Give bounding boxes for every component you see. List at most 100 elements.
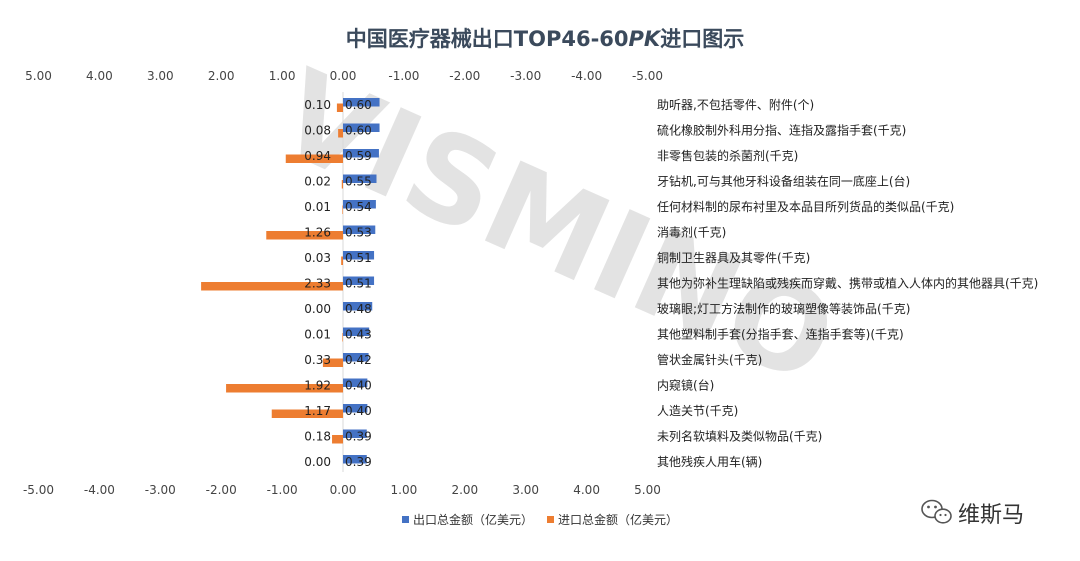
- bottom-tick-label: -4.00: [84, 483, 115, 497]
- export-bar: [343, 378, 368, 387]
- export-value-label: 0.53: [345, 226, 372, 240]
- export-value-label: 0.54: [345, 200, 372, 214]
- bottom-tick-label: 2.00: [451, 483, 478, 497]
- import-bar: [342, 333, 343, 342]
- bottom-tick-label: 0.00: [330, 483, 357, 497]
- import-bar: [266, 231, 343, 240]
- import-bar: [201, 282, 343, 291]
- export-bar: [343, 302, 373, 311]
- import-value-label: 0.18: [304, 430, 331, 444]
- top-tick-label: -2.00: [449, 69, 480, 83]
- top-tick-label: 2.00: [208, 69, 235, 83]
- legend-swatch-import: [547, 516, 554, 523]
- bottom-tick-label: 3.00: [512, 483, 539, 497]
- import-value-label: 0.01: [304, 200, 331, 214]
- top-tick-label: 0.00: [330, 69, 357, 83]
- export-bar: [343, 200, 376, 209]
- title-part: PK: [629, 27, 662, 51]
- import-value-label: 0.08: [304, 124, 331, 138]
- import-value-label: 0.10: [304, 98, 331, 112]
- import-value-label: 1.92: [304, 379, 331, 393]
- export-bar: [343, 98, 380, 107]
- import-bar: [341, 256, 343, 265]
- top-tick-label: -3.00: [510, 69, 541, 83]
- category-label: 管状金属针头(千克): [657, 352, 762, 367]
- export-value-label: 0.40: [345, 379, 372, 393]
- export-value-label: 0.39: [345, 430, 372, 444]
- top-tick-label: 4.00: [86, 69, 113, 83]
- top-tick-label: -5.00: [632, 69, 663, 83]
- export-bar: [343, 149, 379, 158]
- top-tick-label: 1.00: [269, 69, 296, 83]
- export-bar: [343, 429, 367, 438]
- export-value-label: 0.55: [345, 175, 372, 189]
- top-tick-label: -1.00: [388, 69, 419, 83]
- import-value-label: 1.17: [304, 404, 331, 418]
- export-value-label: 0.48: [345, 302, 372, 316]
- import-bar: [322, 358, 343, 367]
- category-label: 非零售包装的杀菌剂(千克): [657, 148, 798, 163]
- import-value-label: 2.33: [304, 277, 331, 291]
- top-tick-label: 3.00: [147, 69, 174, 83]
- legend-label-import: 进口总金额（亿美元）: [558, 512, 678, 527]
- category-labels: 助听器,不包括零件、附件(个) 硫化橡胶制外科用分指、连指及露指手套(千克) 非零售…: [657, 97, 1038, 469]
- bars: [201, 98, 380, 464]
- top-tick-label: 5.00: [25, 69, 52, 83]
- import-value-label: 0.00: [304, 302, 331, 316]
- import-value-label: 0.03: [304, 251, 331, 265]
- category-label: 其他为弥补生理缺陷或残疾而穿戴、携带或植入人体内的其他器具(千克): [657, 276, 1038, 291]
- export-value-label: 0.51: [345, 277, 372, 291]
- export-bar: [343, 276, 375, 285]
- category-label: 其他残疾人用车(辆): [657, 454, 762, 469]
- category-label: 玻璃眼;灯工方法制作的玻璃塑像等装饰品(千克): [657, 301, 910, 316]
- category-label: 铜制卫生器具及其零件(千克): [657, 250, 810, 265]
- bottom-tick-label: 1.00: [391, 483, 418, 497]
- data-labels: 0.10 0.60 0.08 0.60 0.94 0.59 0.02 0.55 0.01 0.54…: [304, 98, 371, 469]
- top-axis: 5.00 4.00 3.00 2.00 1.00 0.00 -1.00 -2.00 -3.00 -…: [25, 69, 663, 83]
- export-bar: [343, 353, 369, 362]
- bottom-tick-label: -2.00: [206, 483, 237, 497]
- import-value-label: 0.00: [304, 455, 331, 469]
- import-bar: [226, 384, 343, 393]
- bottom-tick-label: -3.00: [145, 483, 176, 497]
- brand-logo: 维斯马: [921, 499, 1024, 528]
- category-label: 硫化橡胶制外科用分指、连指及露指手套(千克): [657, 123, 906, 138]
- export-value-label: 0.59: [345, 149, 372, 163]
- bottom-tick-label: -1.00: [267, 483, 298, 497]
- export-bar: [343, 225, 376, 234]
- export-value-label: 0.40: [345, 404, 372, 418]
- bottom-tick-label: -5.00: [23, 483, 54, 497]
- import-bar: [271, 409, 343, 418]
- import-bar: [342, 205, 343, 214]
- export-value-label: 0.60: [345, 124, 372, 138]
- export-bar: [343, 123, 380, 132]
- export-bar: [343, 404, 368, 413]
- top-tick-label: -4.00: [571, 69, 602, 83]
- export-bar: [343, 174, 377, 183]
- wechat-icon: [921, 499, 952, 524]
- bottom-tick-label: 4.00: [573, 483, 600, 497]
- export-bar: [343, 327, 370, 336]
- export-bar: [343, 251, 375, 260]
- import-bar: [336, 103, 343, 112]
- category-label: 人造关节(千克): [657, 404, 738, 418]
- legend-label-export: 出口总金额（亿美元）: [413, 512, 533, 527]
- category-label: 任何材料制的尿布衬里及本品目所列货品的类似品(千克): [657, 199, 954, 214]
- export-value-label: 0.42: [345, 353, 372, 367]
- import-value-label: 0.33: [304, 353, 331, 367]
- import-bar: [332, 435, 343, 444]
- category-label: 牙钻机,可与其他牙科设备组装在同一底座上(台): [657, 174, 910, 189]
- import-bar: [285, 154, 343, 163]
- category-label: 未列名软填料及类似物品(千克): [657, 429, 822, 444]
- export-value-label: 0.60: [345, 98, 372, 112]
- category-label: 消毒剂(千克): [657, 225, 726, 240]
- category-label: 其他塑料制手套(分指手套、连指手套等)(千克): [657, 327, 904, 342]
- import-value-label: 0.02: [304, 175, 331, 189]
- category-label: 内窥镜(台): [657, 378, 714, 393]
- export-value-label: 0.43: [345, 328, 372, 342]
- export-value-label: 0.51: [345, 251, 372, 265]
- import-value-label: 1.26: [304, 226, 331, 240]
- import-value-label: 0.01: [304, 328, 331, 342]
- category-label: 助听器,不包括零件、附件(个): [657, 97, 814, 112]
